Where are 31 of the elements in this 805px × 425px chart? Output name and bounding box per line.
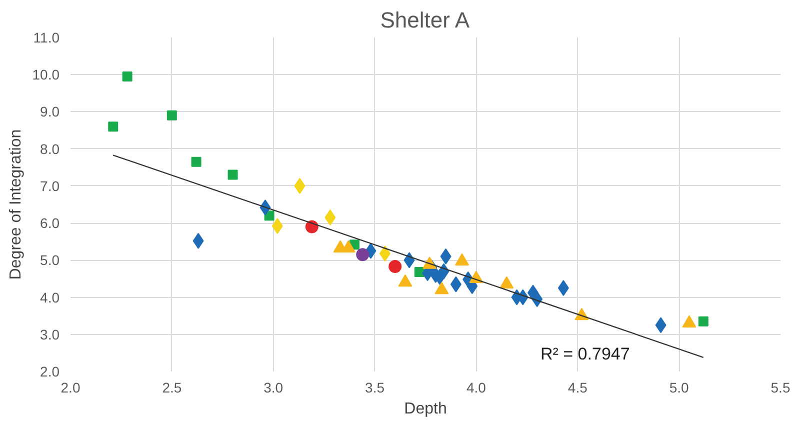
y-tick-label: 2.0 (40, 364, 60, 380)
point (191, 156, 202, 167)
point (122, 71, 132, 82)
point (228, 170, 238, 180)
point (166, 110, 177, 120)
point (698, 316, 708, 326)
y-tick-label: 10.0 (32, 66, 60, 83)
point (388, 260, 402, 273)
x-tick-label: 3.5 (365, 380, 385, 396)
x-tick-label: 2.5 (162, 380, 182, 396)
y-tick-label: 11.0 (33, 30, 60, 46)
annotation: R² = 0.7947 (540, 344, 630, 364)
y-axis-title: Degree of Integration (7, 129, 24, 280)
point (108, 122, 118, 132)
x-tick-label: 2.0 (60, 380, 80, 396)
point (356, 248, 370, 262)
x-axis-title: Depth (404, 400, 447, 418)
x-tick-label: 3.0 (264, 380, 284, 396)
y-tick-label: 8.0 (40, 140, 60, 157)
y-tick-label: 4.0 (40, 289, 60, 306)
x-tick-label: 4.5 (568, 380, 588, 396)
y-tick-label: 7.0 (40, 178, 60, 194)
x-tick-label: 5.0 (669, 380, 690, 396)
point (558, 280, 569, 296)
y-tick-label: 5.0 (40, 252, 60, 268)
y-tick-label: 3.0 (40, 326, 60, 342)
chart-title: Shelter A (380, 8, 470, 32)
x-tick-label: 4.0 (466, 380, 486, 396)
y-tick-label: 6.0 (40, 215, 60, 232)
y-tick-label: 9.0 (40, 104, 60, 120)
x-tick-label: 5.5 (770, 380, 790, 396)
